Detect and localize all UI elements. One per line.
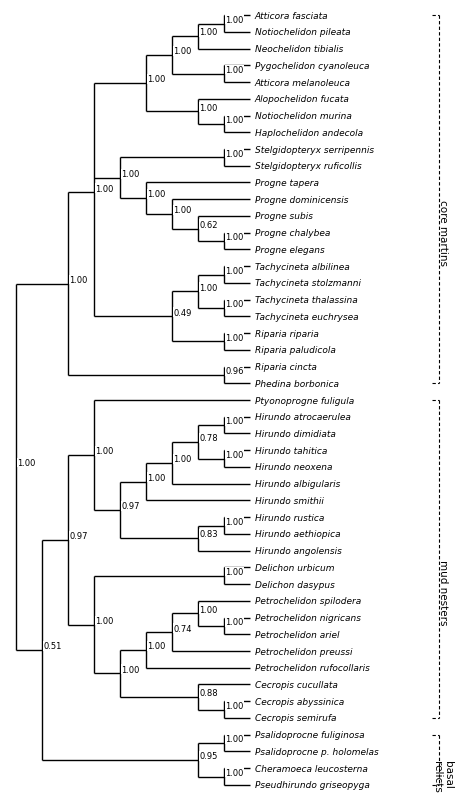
Text: Petrochelidon preussi: Petrochelidon preussi — [255, 646, 352, 656]
Text: Haplochelidon andecola: Haplochelidon andecola — [255, 128, 363, 137]
Text: 1.00: 1.00 — [226, 149, 244, 158]
Text: Ptyonoprogne fuligula: Ptyonoprogne fuligula — [255, 396, 354, 405]
Text: 1.00: 1.00 — [226, 517, 244, 526]
Text: 1.00: 1.00 — [18, 459, 36, 467]
Text: Hirundo dimidiata: Hirundo dimidiata — [255, 430, 336, 438]
Text: Petrochelidon nigricans: Petrochelidon nigricans — [255, 613, 361, 622]
Text: 1.00: 1.00 — [200, 605, 218, 614]
Text: 1.00: 1.00 — [95, 446, 114, 455]
Text: Progne elegans: Progne elegans — [255, 246, 324, 255]
Text: Tachycineta albilinea: Tachycineta albilinea — [255, 263, 349, 271]
Text: Hirundo angolensis: Hirundo angolensis — [255, 546, 342, 556]
Text: Hirundo tahitica: Hirundo tahitica — [255, 446, 327, 455]
Text: Hirundo smithii: Hirundo smithii — [255, 496, 324, 505]
Text: Notiochelidon pileata: Notiochelidon pileata — [255, 28, 350, 38]
Text: 1.00: 1.00 — [121, 665, 140, 674]
Text: 0.97: 0.97 — [121, 502, 140, 511]
Text: 0.95: 0.95 — [200, 751, 218, 760]
Text: Petrochelidon rufocollaris: Petrochelidon rufocollaris — [255, 663, 370, 672]
Text: Petrochelidon spilodera: Petrochelidon spilodera — [255, 597, 361, 605]
Text: 0.74: 0.74 — [173, 624, 192, 633]
Text: 0.51: 0.51 — [44, 642, 62, 650]
Text: 1.00: 1.00 — [226, 233, 244, 242]
Text: Atticora melanoleuca: Atticora melanoleuca — [255, 79, 351, 88]
Text: Hirundo aethiopica: Hirundo aethiopica — [255, 530, 340, 539]
Text: 1.00: 1.00 — [226, 768, 244, 777]
Text: Pseudhirundo griseopyga: Pseudhirundo griseopyga — [255, 781, 370, 789]
Text: 1.00: 1.00 — [173, 454, 192, 463]
Text: Neochelidon tibialis: Neochelidon tibialis — [255, 45, 343, 54]
Text: Progne tapera: Progne tapera — [255, 179, 319, 188]
Text: 1.00: 1.00 — [226, 735, 244, 744]
Text: Atticora fasciata: Atticora fasciata — [255, 12, 328, 21]
Text: 0.49: 0.49 — [173, 308, 192, 317]
Text: 1.00: 1.00 — [226, 333, 244, 342]
Text: 0.97: 0.97 — [69, 532, 88, 540]
Text: 1.00: 1.00 — [200, 104, 218, 112]
Text: 1.00: 1.00 — [200, 28, 218, 38]
Text: 1.00: 1.00 — [226, 66, 244, 75]
Text: 1.00: 1.00 — [226, 450, 244, 459]
Text: 0.78: 0.78 — [200, 434, 218, 442]
Text: 1.00: 1.00 — [121, 170, 140, 179]
Text: Cecropis cucullata: Cecropis cucullata — [255, 680, 337, 689]
Text: Cecropis semirufa: Cecropis semirufa — [255, 714, 336, 723]
Text: Psalidoprocne fuliginosa: Psalidoprocne fuliginosa — [255, 730, 365, 740]
Text: Tachycineta stolzmanni: Tachycineta stolzmanni — [255, 279, 361, 288]
Text: Phedina borbonica: Phedina borbonica — [255, 379, 339, 389]
Text: 1.00: 1.00 — [95, 185, 114, 194]
Text: Cecropis abyssinica: Cecropis abyssinica — [255, 697, 344, 706]
Text: Psalidoprocne p. holomelas: Psalidoprocne p. holomelas — [255, 747, 378, 756]
Text: 1.00: 1.00 — [147, 190, 166, 199]
Text: Progne subis: Progne subis — [255, 212, 313, 221]
Text: 1.00: 1.00 — [147, 642, 166, 650]
Text: Stelgidopteryx ruficollis: Stelgidopteryx ruficollis — [255, 162, 362, 171]
Text: 0.83: 0.83 — [200, 530, 218, 539]
Text: Tachycineta thalassina: Tachycineta thalassina — [255, 296, 357, 305]
Text: 1.00: 1.00 — [95, 616, 114, 626]
Text: 1.00: 1.00 — [226, 701, 244, 710]
Text: mud nesters: mud nesters — [438, 559, 447, 625]
Text: core martins: core martins — [438, 200, 447, 266]
Text: Pygochelidon cyanoleuca: Pygochelidon cyanoleuca — [255, 62, 369, 71]
Text: Hirundo albigularis: Hirundo albigularis — [255, 479, 340, 488]
Text: 0.96: 0.96 — [226, 367, 244, 376]
Text: 1.00: 1.00 — [147, 75, 166, 84]
Text: 1.00: 1.00 — [226, 16, 244, 25]
Text: Riparia paludicola: Riparia paludicola — [255, 346, 336, 355]
Text: 1.00: 1.00 — [226, 116, 244, 125]
Text: Petrochelidon ariel: Petrochelidon ariel — [255, 630, 339, 639]
Text: Riparia riparia: Riparia riparia — [255, 329, 319, 338]
Text: Notiochelidon murina: Notiochelidon murina — [255, 112, 352, 121]
Text: 1.00: 1.00 — [226, 267, 244, 275]
Text: Delichon urbicum: Delichon urbicum — [255, 563, 334, 572]
Text: Progne chalybea: Progne chalybea — [255, 229, 330, 238]
Text: 1.00: 1.00 — [200, 283, 218, 292]
Text: Hirundo neoxena: Hirundo neoxena — [255, 463, 332, 472]
Text: 1.00: 1.00 — [226, 300, 244, 309]
Text: 1.00: 1.00 — [226, 568, 244, 577]
Text: basal
relicts: basal relicts — [432, 760, 454, 792]
Text: Alopochelidon fucata: Alopochelidon fucata — [255, 96, 349, 104]
Text: Progne dominicensis: Progne dominicensis — [255, 195, 348, 205]
Text: Stelgidopteryx serripennis: Stelgidopteryx serripennis — [255, 145, 374, 154]
Text: 1.00: 1.00 — [173, 47, 192, 56]
Text: Tachycineta euchrysea: Tachycineta euchrysea — [255, 312, 358, 321]
Text: 1.00: 1.00 — [147, 473, 166, 483]
Text: Delichon dasypus: Delichon dasypus — [255, 580, 335, 589]
Text: 0.88: 0.88 — [200, 688, 218, 698]
Text: Hirundo atrocaerulea: Hirundo atrocaerulea — [255, 413, 351, 422]
Text: Hirundo rustica: Hirundo rustica — [255, 513, 324, 522]
Text: Cheramoeca leucosterna: Cheramoeca leucosterna — [255, 764, 367, 772]
Text: 1.00: 1.00 — [173, 206, 192, 215]
Text: 0.62: 0.62 — [200, 221, 218, 230]
Text: 1.00: 1.00 — [226, 618, 244, 626]
Text: 1.00: 1.00 — [226, 417, 244, 426]
Text: Riparia cincta: Riparia cincta — [255, 363, 317, 372]
Text: 1.00: 1.00 — [69, 275, 88, 284]
